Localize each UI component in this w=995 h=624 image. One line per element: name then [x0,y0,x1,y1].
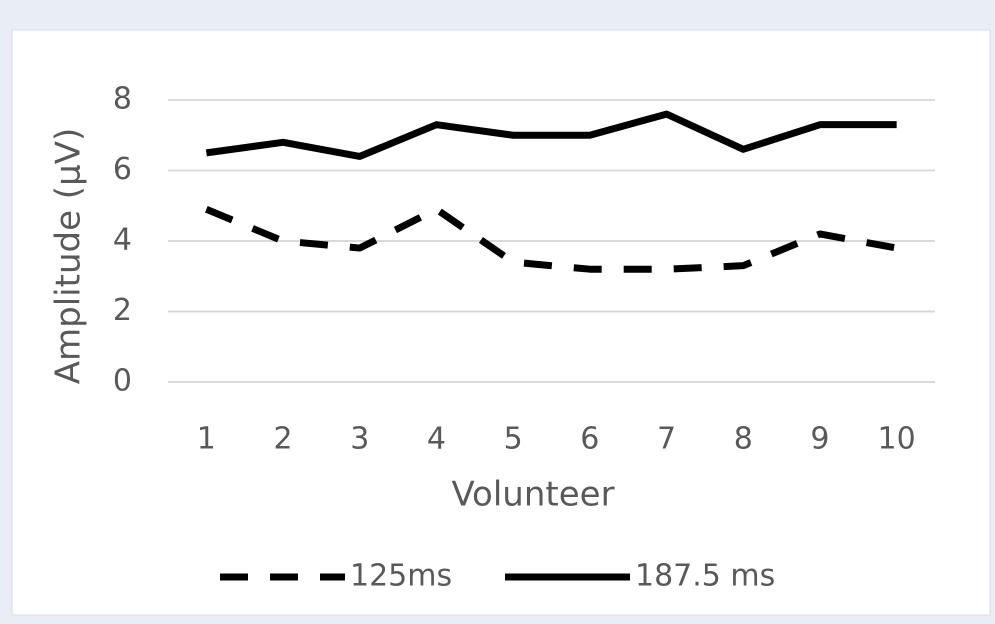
y-tick-label: 0 [113,364,132,399]
series-line [205,110,897,160]
x-tick-label: 7 [657,422,676,457]
y-axis-title: Amplitude (µV) [49,128,89,384]
y-tick-label: 2 [113,293,132,328]
x-tick-label: 1 [197,422,216,457]
series-line [205,205,898,273]
x-tick-label: 10 [878,422,916,457]
y-tick-label: 4 [113,223,132,258]
x-tick-label: 2 [274,422,293,457]
x-tick-label: 8 [734,422,753,457]
x-tick-label: 3 [350,422,369,457]
legend-label: 187.5 ms [635,559,775,594]
x-tick-label: 6 [580,422,599,457]
chart-panel [11,29,991,616]
x-tick-label: 5 [504,422,523,457]
y-tick-label: 8 [113,82,132,117]
x-tick-label: 9 [810,422,829,457]
x-tick-label: 4 [427,422,446,457]
y-tick-label: 6 [113,152,132,187]
legend-label: 125ms [350,559,452,594]
x-axis-title: Volunteer [451,475,614,515]
